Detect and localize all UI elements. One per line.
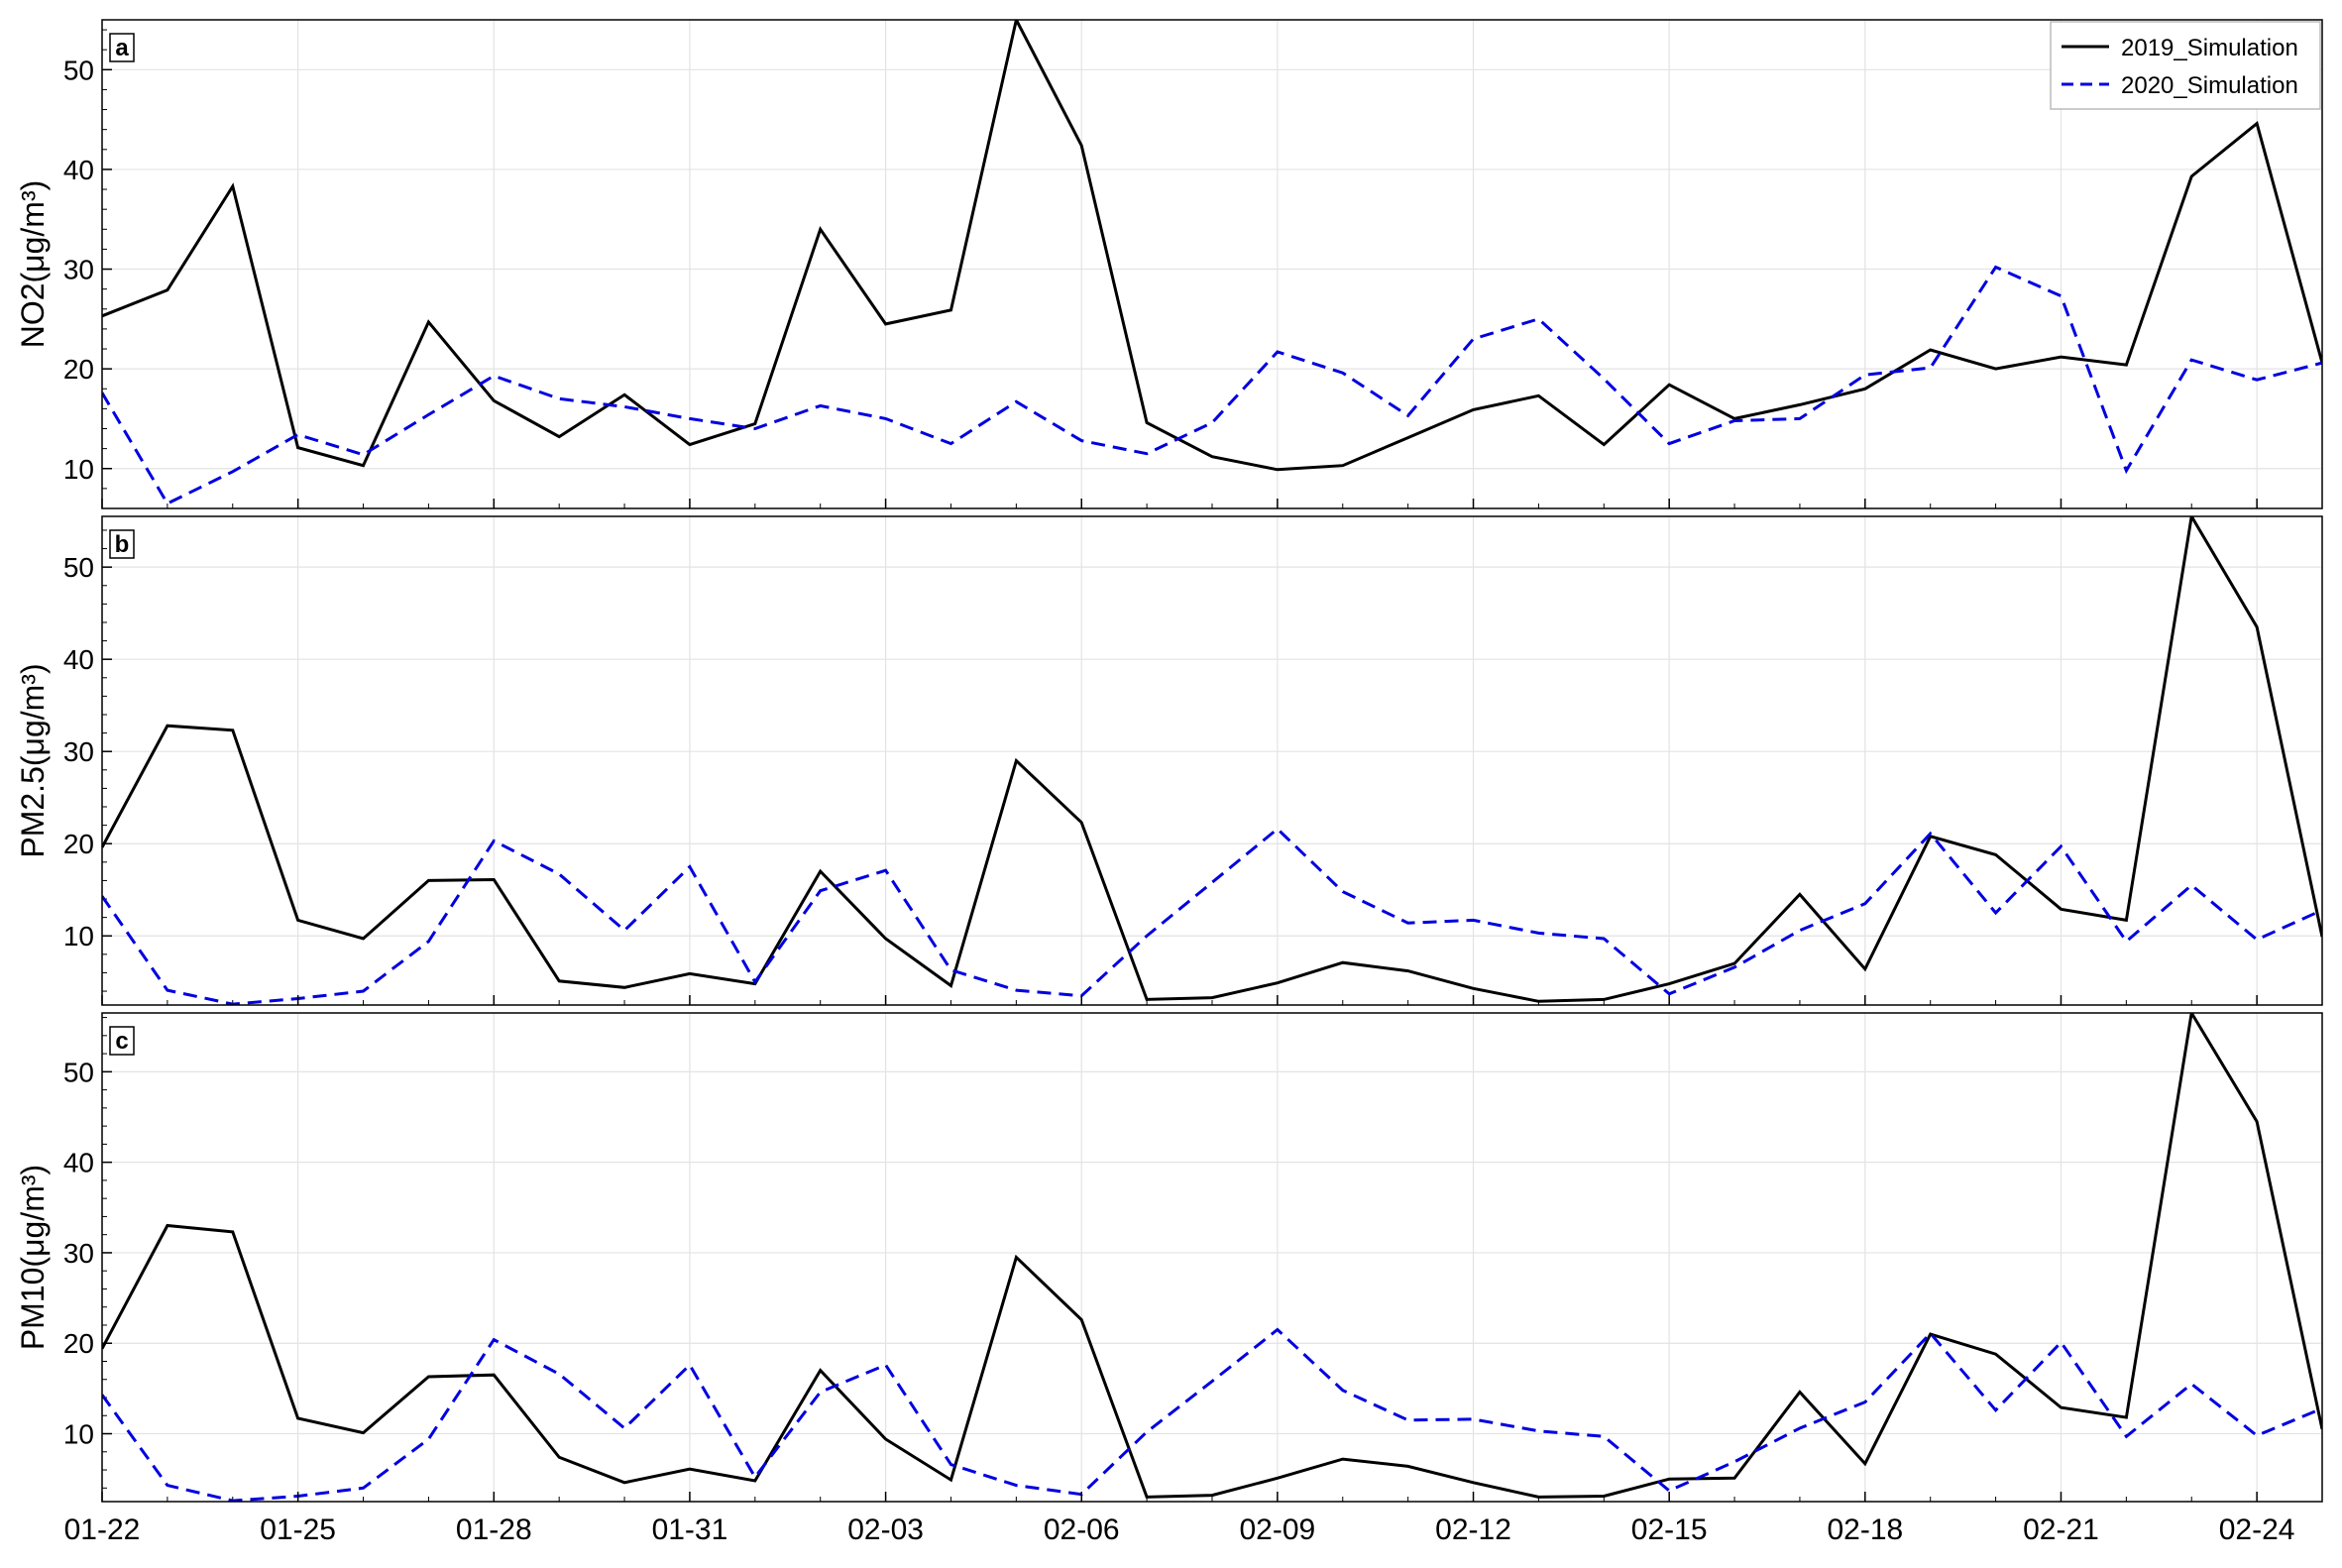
x-tick-label: 01-31 <box>652 1513 728 1546</box>
x-tick-label: 02-21 <box>2023 1513 2099 1546</box>
series-line-2020_Simulation <box>102 265 2322 505</box>
panel-b: 10 20 30 40 50 PM2.5(μg/m³) b <box>15 515 2323 1006</box>
x-tick-label: 01-25 <box>260 1513 336 1546</box>
y-tick-label: 10 <box>63 1419 94 1450</box>
y-tick-label: 10 <box>63 454 94 485</box>
series-line-2019_Simulation <box>102 20 2322 472</box>
y-tick-label: 30 <box>63 1238 94 1269</box>
legend-box <box>2050 21 2321 110</box>
x-tick-label: 02-06 <box>1044 1513 1120 1546</box>
panel-label-box <box>109 33 135 62</box>
y-tick-label: 50 <box>63 1057 94 1087</box>
panel-c: 10 20 30 40 50 01-22 01-25 01-28 01-31 02-03 02-06… <box>15 1012 2323 1546</box>
y-tick-label: 40 <box>63 1148 94 1178</box>
series-line-2019_Simulation <box>102 516 2322 1003</box>
y-tick-label: 20 <box>63 829 94 859</box>
x-tick-label: 02-12 <box>1435 1513 1511 1546</box>
series-line-2019_Simulation <box>102 1013 2322 1499</box>
y-tick-label: 50 <box>63 552 94 583</box>
x-tick-label: 02-24 <box>2219 1513 2295 1546</box>
x-tick-label: 02-03 <box>847 1513 924 1546</box>
panel-label-box <box>109 529 135 559</box>
y-tick-label: 40 <box>63 155 94 185</box>
plot-frame <box>101 515 2323 1006</box>
x-tick-label: 01-28 <box>456 1513 532 1546</box>
plot-frame <box>101 1012 2323 1503</box>
y-axis-label: PM2.5(μg/m³) <box>15 663 51 857</box>
y-axis-label: NO2(μg/m³) <box>15 180 51 349</box>
y-axis-label: PM10(μg/m³) <box>15 1165 51 1350</box>
x-tick-label: 02-09 <box>1240 1513 1316 1546</box>
y-tick-label: 20 <box>63 354 94 385</box>
panel-label: a <box>115 35 129 61</box>
legend-label: 2019_Simulation <box>2121 35 2298 61</box>
series-line-2020_Simulation <box>102 827 2322 1005</box>
y-tick-label: 50 <box>63 55 94 85</box>
panel-label: b <box>115 531 130 558</box>
plot-frame <box>101 19 2323 509</box>
legend: 2019_Simulation 2020_Simulation <box>2050 21 2321 110</box>
y-tick-label: 20 <box>63 1328 94 1359</box>
panel-label: c <box>115 1028 128 1055</box>
y-tick-label: 40 <box>63 644 94 675</box>
panel-label-box <box>109 1026 135 1056</box>
x-tick-label: 02-18 <box>1827 1513 1903 1546</box>
y-tick-label: 30 <box>63 736 94 767</box>
series-line-2020_Simulation <box>102 1327 2322 1502</box>
x-tick-label: 01-22 <box>64 1513 141 1546</box>
legend-label: 2020_Simulation <box>2121 72 2298 99</box>
y-tick-label: 30 <box>63 255 94 285</box>
x-tick-label: 02-15 <box>1631 1513 1708 1546</box>
panel-a: 10 20 30 40 50 NO2(μg/m³) a <box>15 19 2323 509</box>
y-tick-label: 10 <box>63 921 94 952</box>
